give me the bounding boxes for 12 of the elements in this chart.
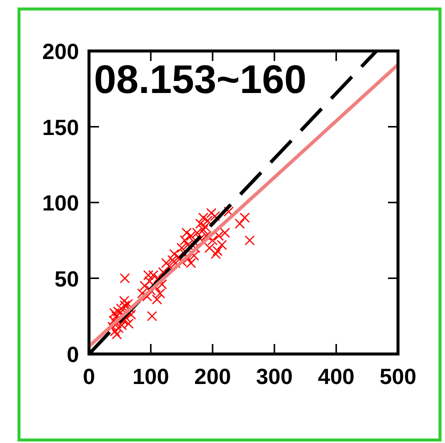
x-tick-label: 200 — [194, 364, 231, 389]
y-tick-label: 150 — [42, 114, 79, 140]
x-tick-label: 500 — [380, 364, 416, 389]
y-tick-label: 200 — [42, 39, 79, 64]
x-tick-label: 100 — [132, 364, 170, 389]
x-tick-label: 400 — [318, 364, 355, 389]
y-tick-label: 0 — [66, 342, 79, 367]
y-tick-label: 100 — [42, 190, 79, 216]
x-tick-label: 300 — [256, 364, 293, 389]
x-tick-label: 0 — [82, 364, 96, 389]
y-tick-label: 50 — [54, 266, 79, 292]
chart-title: 08.153~160 — [94, 58, 306, 102]
